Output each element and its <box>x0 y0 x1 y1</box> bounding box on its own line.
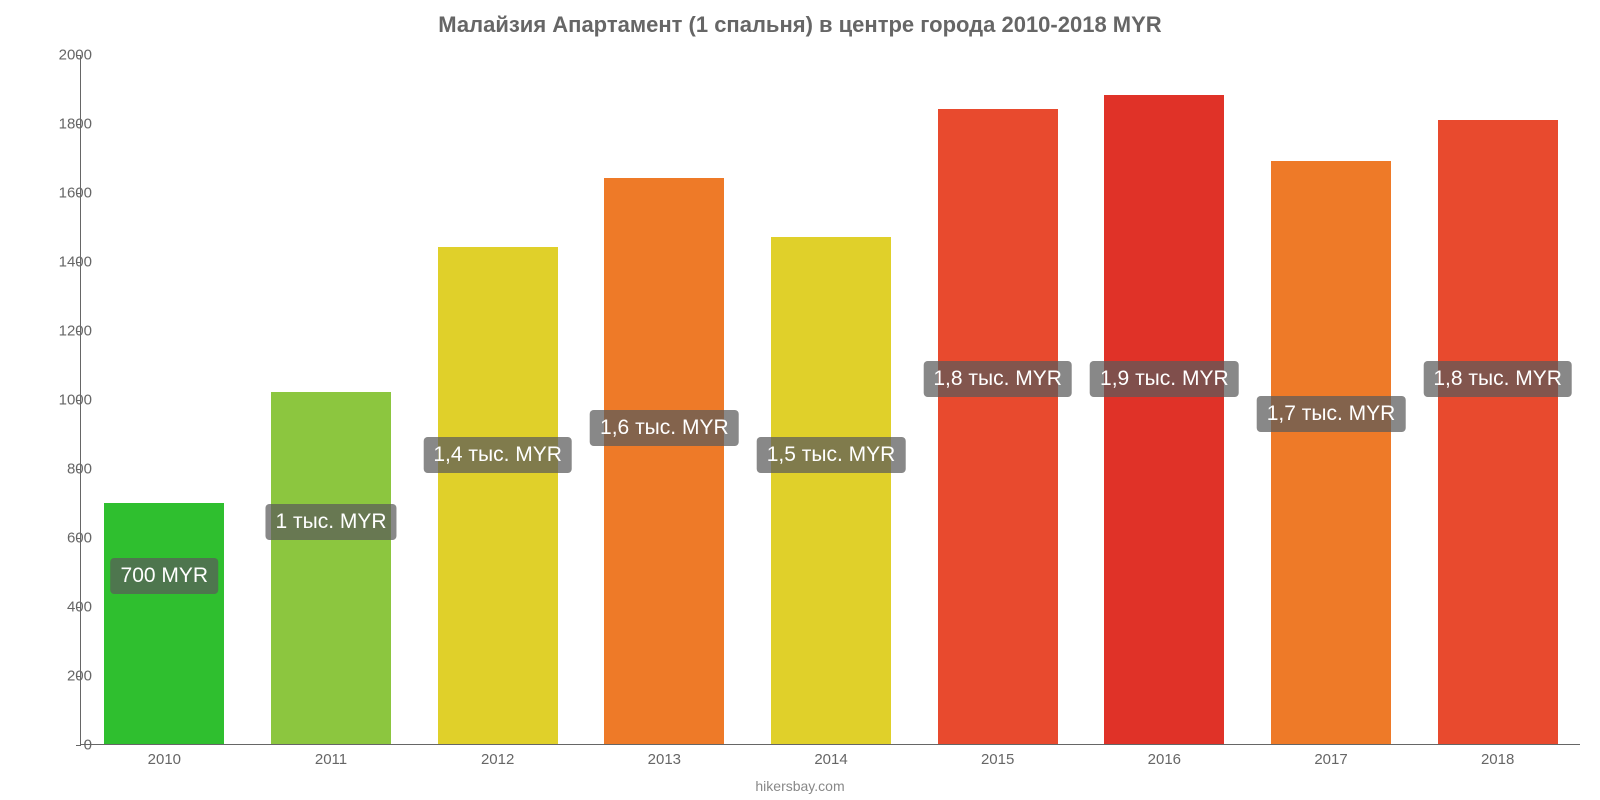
y-tick-label: 1000 <box>42 392 92 409</box>
bar <box>938 109 1058 744</box>
bar-value-label: 1,7 тыс. MYR <box>1257 396 1406 432</box>
bar <box>604 178 724 744</box>
bar <box>1271 161 1391 744</box>
bar-value-label: 1,4 тыс. MYR <box>423 437 572 473</box>
bar <box>771 237 891 744</box>
y-tick-label: 1600 <box>42 185 92 202</box>
y-tick-label: 1200 <box>42 323 92 340</box>
y-tick-label: 600 <box>42 530 92 547</box>
bar-chart: Малайзия Апартамент (1 спальня) в центре… <box>0 0 1600 800</box>
bar-value-label: 1,6 тыс. MYR <box>590 410 739 446</box>
bar-value-label: 1,9 тыс. MYR <box>1090 361 1239 397</box>
bar-value-label: 1 тыс. MYR <box>265 504 396 540</box>
x-tick-label: 2017 <box>1314 751 1347 768</box>
bar <box>1104 95 1224 744</box>
y-tick-label: 400 <box>42 599 92 616</box>
bar-value-label: 1,8 тыс. MYR <box>923 361 1072 397</box>
y-tick-label: 200 <box>42 668 92 685</box>
bar-value-label: 700 MYR <box>111 558 219 594</box>
x-tick-label: 2016 <box>1148 751 1181 768</box>
x-tick-label: 2011 <box>315 751 347 768</box>
bar <box>438 247 558 744</box>
bar-value-label: 1,8 тыс. MYR <box>1423 361 1572 397</box>
bar <box>1438 120 1558 744</box>
y-tick-label: 1400 <box>42 254 92 271</box>
plot-area: 2010700 MYR20111 тыс. MYR20121,4 тыс. MY… <box>80 55 1580 745</box>
y-tick-label: 0 <box>42 737 92 754</box>
chart-footer: hikersbay.com <box>0 778 1600 794</box>
chart-title: Малайзия Апартамент (1 спальня) в центре… <box>0 12 1600 38</box>
x-tick-label: 2012 <box>481 751 514 768</box>
y-tick-label: 800 <box>42 461 92 478</box>
bar-value-label: 1,5 тыс. MYR <box>757 437 906 473</box>
x-tick-label: 2013 <box>648 751 681 768</box>
x-tick-label: 2018 <box>1481 751 1514 768</box>
bar <box>271 392 391 744</box>
x-tick-label: 2015 <box>981 751 1014 768</box>
x-tick-label: 2010 <box>148 751 181 768</box>
y-tick-label: 2000 <box>42 47 92 64</box>
x-tick-label: 2014 <box>814 751 847 768</box>
y-tick-label: 1800 <box>42 116 92 133</box>
bar <box>104 503 224 745</box>
